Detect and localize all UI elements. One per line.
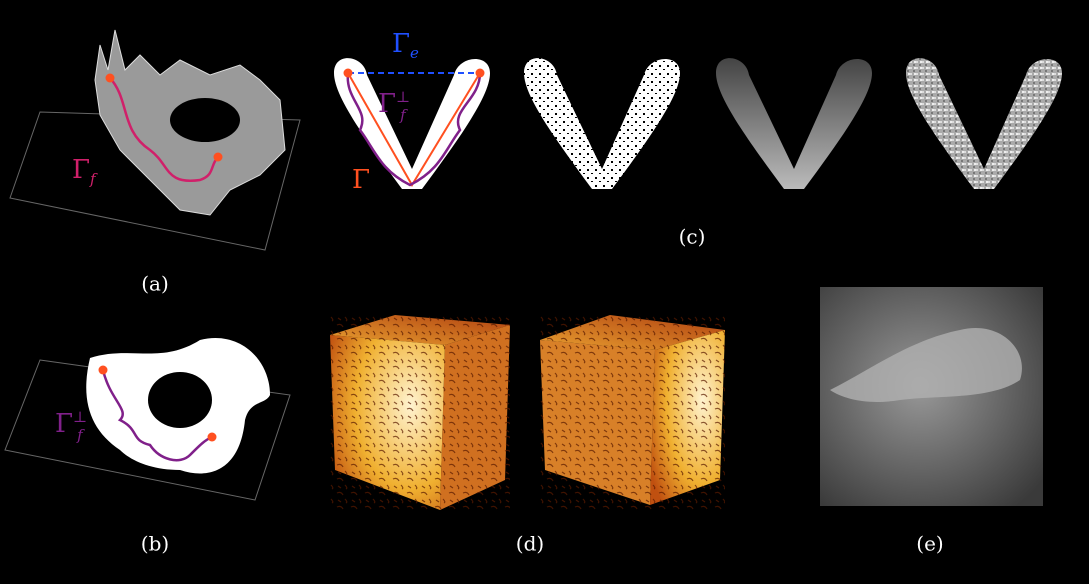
annotation: Γf	[72, 155, 98, 188]
panel-b: Γ⊥f (b)	[5, 338, 290, 555]
annotation: Γ⊥f	[55, 408, 87, 444]
panel-label: (a)	[141, 272, 169, 296]
figure: Γf (a) Γe Γ⊥f Γ (c) Γ⊥f (b) (d) (e)	[0, 0, 1089, 584]
annotation-part: e	[410, 44, 419, 62]
annotation-part: f	[76, 426, 85, 444]
cube	[540, 315, 725, 510]
annotation-part: Γ	[392, 29, 410, 59]
annotation-part: ⊥	[73, 408, 87, 426]
u-shape	[524, 58, 680, 189]
panel-label: (e)	[916, 532, 943, 556]
annotation: Γ	[352, 165, 370, 195]
panel-c: Γe Γ⊥f Γ (c)	[334, 29, 1062, 249]
panel-label: (b)	[141, 532, 169, 556]
shape	[540, 315, 725, 510]
panel-label: (c)	[679, 225, 706, 249]
annotation: Γ⊥f	[378, 88, 410, 124]
cube	[330, 315, 510, 510]
annotation-part: f	[89, 170, 98, 188]
annotation-part: f	[399, 106, 408, 124]
endpoint	[99, 366, 108, 375]
endpoint	[106, 74, 115, 83]
annotation-part: ⊥	[396, 88, 410, 106]
shape	[330, 315, 510, 510]
endpoint	[476, 69, 485, 78]
ring-hole	[148, 372, 212, 428]
endpoint	[214, 153, 223, 162]
u-shape	[906, 58, 1062, 189]
annotation-part: Γ	[378, 89, 396, 119]
terrain-hole	[170, 98, 240, 142]
annotation-part: Γ	[72, 155, 90, 185]
panel-a: Γf (a)	[10, 30, 300, 296]
page: Γf (a) Γe Γ⊥f Γ (c) Γ⊥f (b) (d) (e) (() …	[0, 0, 1089, 584]
endpoint	[208, 433, 217, 442]
panel-d: (d)	[330, 315, 725, 556]
annotation: Γe	[392, 29, 419, 62]
u-shape	[716, 58, 872, 189]
annotation-part: Γ	[55, 409, 73, 439]
panel-e: (e)	[820, 287, 1043, 556]
endpoint	[344, 69, 353, 78]
panel-label: (d)	[516, 532, 544, 556]
